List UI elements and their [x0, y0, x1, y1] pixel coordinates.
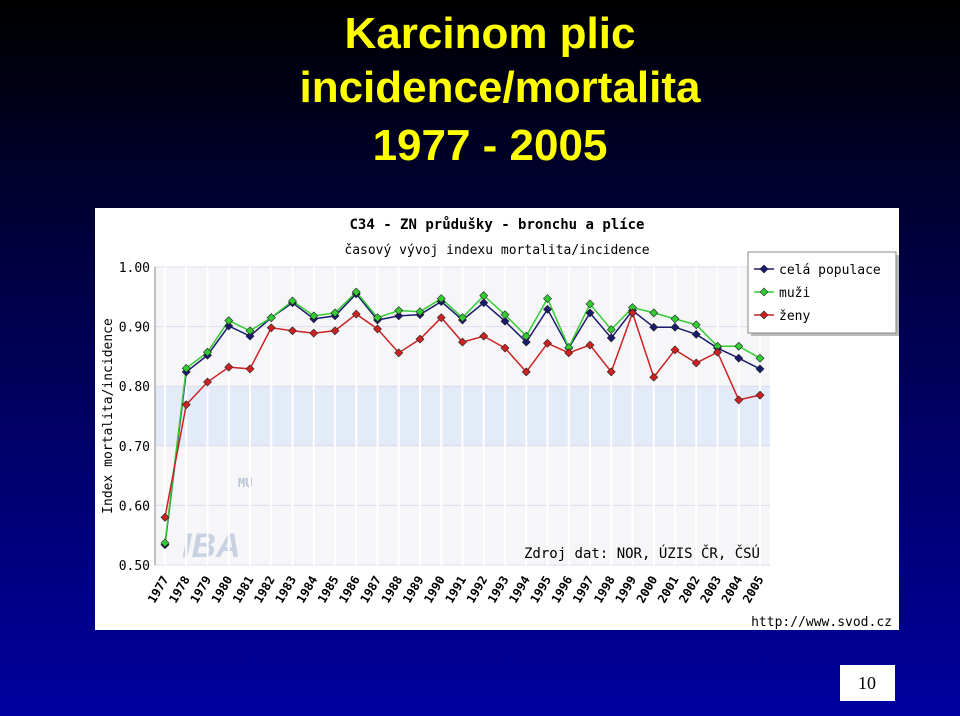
point-marker [521, 331, 531, 341]
legend-label: ženy [779, 309, 810, 324]
chart-title: C34 - ZN průdušky - bronchu a plíce [349, 216, 644, 233]
point-marker [649, 372, 659, 382]
point-marker [224, 316, 234, 326]
y-tick-label: 1.00 [119, 261, 150, 276]
point-marker [351, 309, 361, 319]
point-marker [649, 322, 659, 332]
point-marker [479, 291, 489, 301]
point-marker [309, 328, 319, 338]
point-marker [670, 322, 680, 332]
point-marker [203, 347, 212, 357]
source-url: http://www.svod.cz [751, 615, 892, 630]
point-marker [266, 313, 276, 323]
point-marker [330, 326, 340, 336]
point-marker [330, 308, 340, 318]
point-marker [500, 343, 510, 353]
point-marker [373, 324, 382, 334]
legend-marker [759, 310, 769, 320]
page-number-box [840, 665, 895, 701]
point-marker [394, 348, 404, 358]
point-marker [245, 331, 255, 341]
y-tick-label: 0.50 [119, 559, 150, 574]
point-marker [394, 311, 404, 321]
point-marker [543, 338, 552, 348]
point-marker [181, 400, 191, 410]
point-marker [203, 377, 212, 387]
y-tick-label: 0.60 [119, 499, 150, 514]
point-marker [224, 362, 234, 372]
point-marker [245, 364, 255, 374]
point-marker [734, 353, 744, 363]
source-note: Zdroj dat: NOR, ÚZIS ČR, ČSÚ [524, 544, 760, 562]
point-marker [606, 367, 616, 377]
point-marker [521, 337, 531, 347]
y-tick-label: 0.80 [119, 380, 150, 395]
point-marker [691, 329, 701, 339]
page-number: 10 [858, 673, 876, 693]
point-marker [564, 348, 574, 358]
point-marker [266, 323, 276, 333]
point-marker [415, 334, 425, 344]
point-marker [458, 313, 467, 323]
point-marker [394, 306, 404, 315]
point-marker [755, 353, 765, 363]
chart-subtitle: časový vývoj indexu mortalita/incidence [344, 243, 649, 258]
point-marker [585, 340, 595, 350]
point-marker [288, 296, 297, 306]
point-marker [500, 310, 510, 320]
point-marker [543, 304, 552, 314]
point-marker [479, 331, 489, 341]
point-marker [585, 299, 595, 309]
point-marker [606, 333, 616, 343]
point-marker [500, 316, 510, 326]
point-marker [606, 325, 616, 335]
point-marker [755, 390, 765, 400]
point-marker [181, 363, 191, 373]
point-marker [543, 294, 552, 304]
point-marker [585, 308, 595, 318]
point-marker [479, 298, 489, 308]
slide-title: Karcinom plic [345, 9, 636, 58]
point-marker [521, 367, 531, 377]
point-marker [734, 395, 744, 405]
point-marker [160, 538, 170, 548]
point-marker [245, 326, 255, 336]
y-axis-label: Index mortalita/incidence [101, 318, 116, 514]
point-marker [691, 320, 701, 330]
slide-title: 1977 - 2005 [373, 121, 608, 170]
point-marker [755, 364, 765, 374]
watermark: MU [238, 476, 252, 490]
y-tick-label: 0.90 [119, 321, 150, 336]
point-marker [160, 512, 170, 522]
legend-marker [759, 264, 769, 274]
point-marker [436, 294, 446, 304]
point-marker [458, 337, 467, 347]
point-marker [373, 313, 382, 323]
slide-title: incidence/mortalita [299, 63, 701, 112]
legend-marker [759, 287, 769, 297]
point-marker [670, 314, 680, 324]
chart: MUIBA0.500.600.700.800.901.0019771978197… [101, 216, 899, 630]
point-marker [670, 345, 680, 355]
point-marker [713, 347, 722, 357]
point-marker [436, 313, 446, 323]
y-tick-label: 0.70 [119, 440, 150, 455]
point-marker [628, 308, 637, 318]
point-marker [309, 311, 319, 321]
watermark: IBA [182, 527, 241, 565]
point-marker [224, 321, 234, 331]
point-marker [415, 307, 425, 317]
legend-label: celá populace [779, 263, 881, 278]
point-marker [691, 358, 701, 368]
point-marker [288, 326, 297, 336]
point-marker [734, 341, 744, 351]
legend-label: muži [779, 286, 810, 301]
point-marker [351, 287, 361, 297]
point-marker [649, 308, 659, 318]
